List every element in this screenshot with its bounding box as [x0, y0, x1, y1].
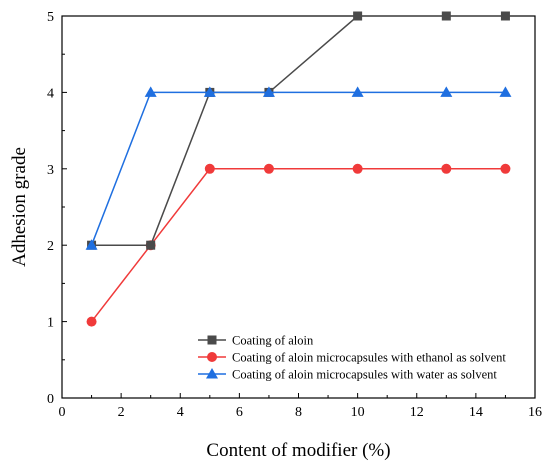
- legend-label: Coating of aloin microcapsules with etha…: [232, 351, 506, 365]
- data-point: [352, 163, 363, 174]
- data-point: [86, 316, 97, 327]
- y-tick-label: 3: [47, 163, 54, 178]
- data-point: [146, 240, 156, 250]
- series-3: [85, 86, 512, 250]
- x-tick-label: 8: [295, 405, 302, 420]
- legend-item: Coating of aloin microcapsules with wate…: [198, 368, 497, 382]
- series-line: [91, 15, 506, 246]
- series-1: [87, 11, 510, 250]
- legend-item: Coating of aloin: [198, 334, 314, 348]
- x-tick-label: 12: [410, 405, 424, 420]
- data-point: [204, 163, 215, 174]
- legend-marker: [206, 368, 218, 379]
- data-point: [499, 86, 512, 97]
- y-tick-label: 2: [47, 239, 54, 254]
- y-tick-label: 4: [47, 86, 54, 101]
- y-tick-label: 0: [47, 392, 54, 407]
- x-tick-label: 10: [351, 405, 365, 420]
- x-tick-label: 14: [469, 405, 483, 420]
- data-point: [144, 86, 157, 97]
- legend-label: Coating of aloin: [232, 334, 314, 348]
- x-tick-label: 6: [236, 405, 243, 420]
- data-point: [440, 86, 453, 97]
- legend-label: Coating of aloin microcapsules with wate…: [232, 368, 497, 382]
- data-point: [500, 11, 510, 21]
- x-axis-ticks: 0 2 4 6 8 10 12 14 16: [59, 393, 542, 420]
- data-point: [203, 86, 216, 97]
- data-point: [353, 11, 363, 21]
- x-axis-title: Content of modifier (%): [206, 440, 390, 461]
- legend-marker: [207, 352, 217, 362]
- x-tick-label: 4: [177, 405, 184, 420]
- data-point: [351, 86, 364, 97]
- data-point: [441, 163, 452, 174]
- legend-marker: [207, 335, 217, 345]
- data-point: [263, 163, 274, 174]
- y-axis-ticks: 0 1 2 3 4 5: [47, 10, 67, 407]
- y-tick-label: 1: [47, 316, 54, 331]
- x-tick-label: 16: [528, 405, 542, 420]
- data-point: [85, 239, 98, 250]
- data-point: [441, 11, 451, 21]
- legend: Coating of aloin Coating of aloin microca…: [198, 334, 506, 382]
- y-axis-title: Adhesion grade: [9, 147, 30, 267]
- y-tick-label: 5: [47, 10, 54, 25]
- data-point: [500, 163, 511, 174]
- series-layer: [85, 11, 512, 327]
- data-point: [262, 86, 275, 97]
- x-tick-label: 0: [59, 405, 66, 420]
- x-tick-label: 2: [118, 405, 125, 420]
- legend-item: Coating of aloin microcapsules with etha…: [198, 351, 506, 365]
